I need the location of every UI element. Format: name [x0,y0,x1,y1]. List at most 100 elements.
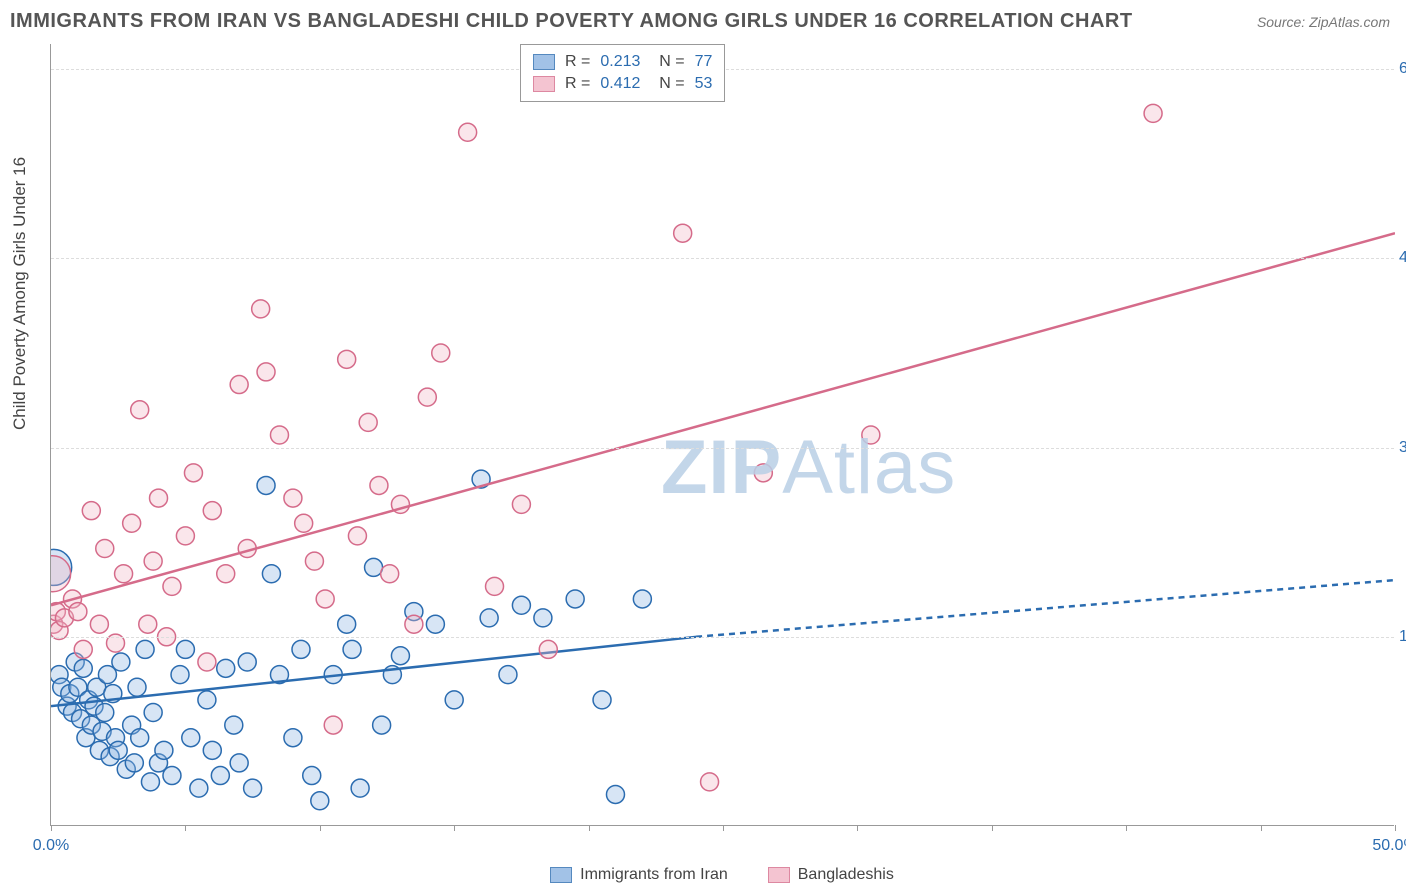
data-point-iran [171,666,189,684]
data-point-iran [338,615,356,633]
data-point-bangladeshi [176,527,194,545]
data-point-bangladeshi [459,123,477,141]
regression-line-dashed-iran [696,580,1395,637]
data-point-bangladeshi [754,464,772,482]
data-point-iran [284,729,302,747]
legend-n-value-bangladeshi: 53 [695,75,713,93]
data-point-iran [74,659,92,677]
x-tick [857,825,858,831]
legend-n-label: N = [650,75,684,93]
x-tick [723,825,724,831]
data-point-iran [426,615,444,633]
data-point-iran [566,590,584,608]
data-point-bangladeshi [131,401,149,419]
data-point-iran [633,590,651,608]
x-tick [320,825,321,831]
x-tick [1261,825,1262,831]
legend-n-value-iran: 77 [695,53,713,71]
legend-r-value-iran: 0.213 [600,53,640,71]
data-point-bangladeshi [139,615,157,633]
data-point-bangladeshi [284,489,302,507]
data-point-iran [96,703,114,721]
data-point-iran [109,741,127,759]
regression-line-bangladeshi [51,233,1395,605]
data-point-bangladeshi [163,577,181,595]
gridline-h [51,258,1394,259]
data-point-iran [365,558,383,576]
scatter-svg [51,44,1395,826]
x-tick-label: 50.0% [1372,837,1406,855]
x-tick [1126,825,1127,831]
data-point-iran [182,729,200,747]
data-point-bangladeshi [539,640,557,658]
data-point-iran [176,640,194,658]
data-point-iran [262,565,280,583]
x-tick [992,825,993,831]
data-point-iran [445,691,463,709]
data-point-bangladeshi [316,590,334,608]
data-point-bangladeshi [217,565,235,583]
data-point-bangladeshi [359,413,377,431]
data-point-bangladeshi [1144,104,1162,122]
data-point-bangladeshi [370,476,388,494]
data-point-iran [131,729,149,747]
data-point-iran [292,640,310,658]
y-tick-label: 45.0% [1399,249,1406,267]
y-tick-label: 30.0% [1399,439,1406,457]
data-point-bangladeshi [96,540,114,558]
data-point-bangladeshi [184,464,202,482]
data-point-bangladeshi [862,426,880,444]
data-point-iran [593,691,611,709]
data-point-iran [128,678,146,696]
legend-item-iran: Immigrants from Iran [550,866,728,884]
data-point-bangladeshi [198,653,216,671]
data-point-iran [238,653,256,671]
correlation-legend-box: R = 0.213 N = 77 R = 0.412 N = 53 [520,44,725,102]
data-point-bangladeshi [74,640,92,658]
data-point-iran [190,779,208,797]
data-point-bangladeshi [203,502,221,520]
legend-r-label: R = [565,75,590,93]
data-point-iran [373,716,391,734]
data-point-iran [155,741,173,759]
data-point-iran [225,716,243,734]
data-point-iran [125,754,143,772]
data-point-iran [211,767,229,785]
data-point-iran [244,779,262,797]
data-point-iran [112,653,130,671]
swatch-bangladeshi [768,867,790,883]
x-tick [51,825,52,831]
legend-row-bangladeshi: R = 0.412 N = 53 [533,73,712,95]
gridline-h [51,637,1394,638]
data-point-iran [534,609,552,627]
data-point-iran [136,640,154,658]
data-point-iran [311,792,329,810]
legend-r-value-bangladeshi: 0.412 [600,75,640,93]
data-point-iran [303,767,321,785]
gridline-h [51,448,1394,449]
data-point-iran [198,691,216,709]
data-point-bangladeshi [418,388,436,406]
data-point-bangladeshi [432,344,450,362]
legend-n-label: N = [650,53,684,71]
data-point-iran [203,741,221,759]
data-point-bangladeshi [230,376,248,394]
data-point-iran [257,476,275,494]
data-point-bangladeshi [295,514,313,532]
legend-r-label: R = [565,53,590,71]
swatch-iran [550,867,572,883]
data-point-bangladeshi [381,565,399,583]
data-point-iran [230,754,248,772]
swatch-iran [533,54,555,70]
data-point-bangladeshi [512,495,530,513]
x-tick [589,825,590,831]
legend-label-iran: Immigrants from Iran [580,866,728,884]
data-point-bangladeshi [69,603,87,621]
data-point-iran [351,779,369,797]
x-tick [185,825,186,831]
data-point-bangladeshi [324,716,342,734]
legend-label-bangladeshi: Bangladeshis [798,866,894,884]
swatch-bangladeshi [533,76,555,92]
data-point-iran [144,703,162,721]
data-point-bangladeshi [150,489,168,507]
